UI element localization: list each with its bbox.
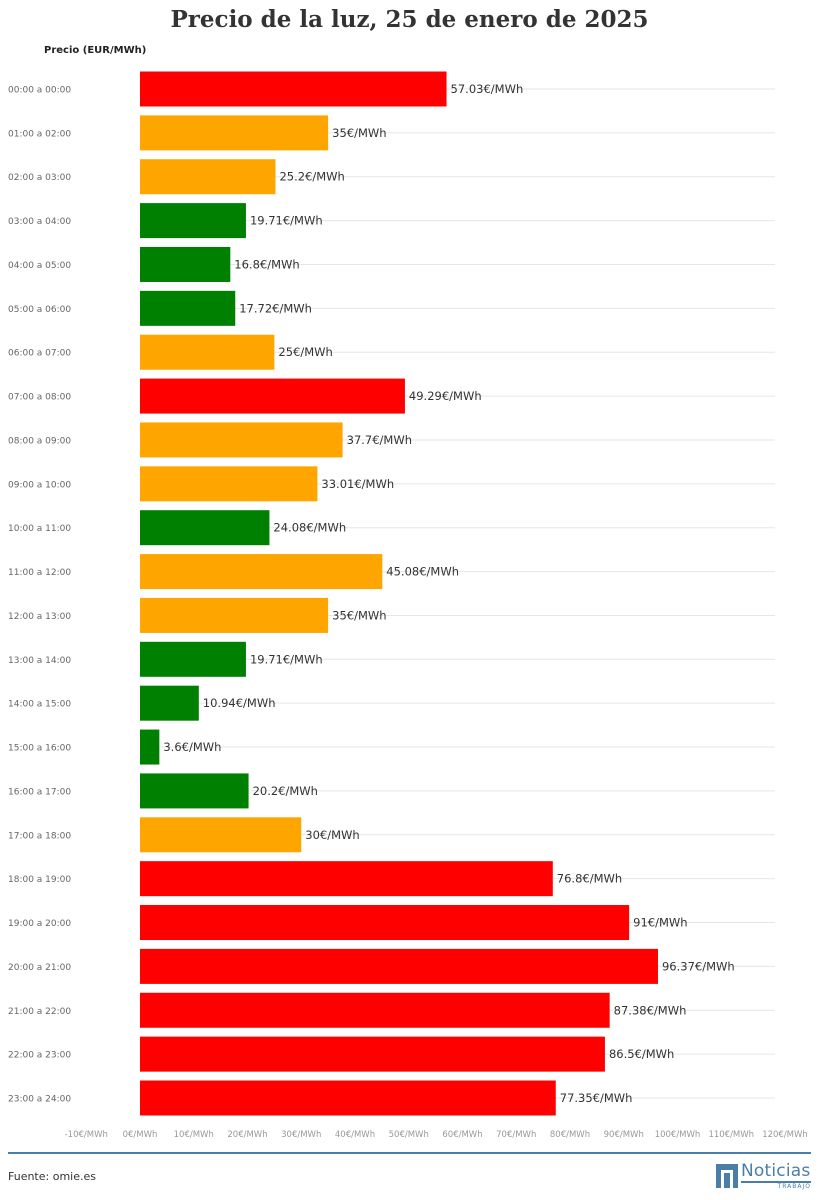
bar <box>140 1080 556 1116</box>
x-tick-label: 60€/MWh <box>442 1130 482 1140</box>
bar <box>140 203 246 239</box>
category-label: 22:00 a 23:00 <box>8 1051 71 1061</box>
category-label: 04:00 a 05:00 <box>8 261 71 271</box>
x-tick-label: 0€/MWh <box>123 1130 158 1140</box>
data-label: 91€/MWh <box>633 916 687 930</box>
data-label: 37.7€/MWh <box>347 433 412 447</box>
category-label: 01:00 a 02:00 <box>8 129 71 139</box>
y-axis-label: Precio (EUR/MWh) <box>44 45 147 56</box>
source-note: Fuente: omie.es <box>8 1170 96 1183</box>
category-label: 15:00 a 16:00 <box>8 744 71 754</box>
bar <box>140 115 329 151</box>
data-label: 24.08€/MWh <box>273 521 346 535</box>
bar <box>140 685 199 721</box>
x-tick-label: 10€/MWh <box>174 1130 214 1140</box>
category-label: 00:00 a 00:00 <box>8 86 71 96</box>
category-label: 03:00 a 04:00 <box>8 217 71 227</box>
bar <box>140 1036 605 1072</box>
bar <box>140 334 275 370</box>
data-label: 96.37€/MWh <box>662 959 735 973</box>
bar <box>140 466 318 502</box>
data-label: 87.38€/MWh <box>614 1003 687 1017</box>
data-label: 10.94€/MWh <box>203 696 276 710</box>
data-label: 45.08€/MWh <box>386 565 459 579</box>
category-label: 23:00 a 24:00 <box>8 1095 71 1105</box>
logo-mark-icon <box>716 1164 738 1188</box>
data-label: 25€/MWh <box>278 345 332 359</box>
data-label: 77.35€/MWh <box>560 1091 633 1105</box>
x-tick-label: 120€/MWh <box>762 1130 808 1140</box>
x-tick-label: 40€/MWh <box>335 1130 375 1140</box>
data-label: 33.01€/MWh <box>321 477 394 491</box>
brand-logo: Noticias TRABAJO <box>716 1161 812 1191</box>
category-label: 07:00 a 08:00 <box>8 393 71 403</box>
x-tick-label: 20€/MWh <box>227 1130 267 1140</box>
bar <box>140 246 231 282</box>
bar <box>140 422 343 458</box>
bar <box>140 641 246 677</box>
bar <box>140 729 160 765</box>
data-label: 25.2€/MWh <box>279 170 344 184</box>
bar <box>140 817 302 853</box>
data-label: 19.71€/MWh <box>250 652 323 666</box>
bar <box>140 773 249 809</box>
data-label: 20.2€/MWh <box>253 784 318 798</box>
chart-title: Precio de la luz, 25 de enero de 2025 <box>170 6 649 33</box>
category-label: 05:00 a 06:00 <box>8 305 71 315</box>
bar <box>140 71 447 107</box>
x-tick-label: 80€/MWh <box>550 1130 590 1140</box>
category-label: 02:00 a 03:00 <box>8 173 71 183</box>
bar <box>140 597 329 633</box>
data-label: 76.8€/MWh <box>557 872 622 886</box>
category-label: 18:00 a 19:00 <box>8 875 71 885</box>
category-label: 08:00 a 09:00 <box>8 436 71 446</box>
data-label: 17.72€/MWh <box>239 301 312 315</box>
data-label: 19.71€/MWh <box>250 214 323 228</box>
logo-name: Noticias <box>741 1161 811 1181</box>
data-label: 35€/MWh <box>332 126 386 140</box>
logo-subtitle: TRABAJO <box>741 1181 811 1191</box>
footer-divider <box>8 1152 811 1154</box>
category-label: 16:00 a 17:00 <box>8 787 71 797</box>
x-tick-label: 30€/MWh <box>281 1130 321 1140</box>
bar <box>140 948 658 984</box>
bar <box>140 554 383 590</box>
bar <box>140 905 630 941</box>
category-label: 09:00 a 10:00 <box>8 480 71 490</box>
category-label: 14:00 a 15:00 <box>8 700 71 710</box>
category-label: 21:00 a 22:00 <box>8 1007 71 1017</box>
x-tick-label: 50€/MWh <box>389 1130 429 1140</box>
bar <box>140 510 270 546</box>
data-label: 57.03€/MWh <box>451 82 524 96</box>
bar <box>140 159 276 195</box>
x-tick-label: -10€/MWh <box>65 1130 108 1140</box>
x-tick-label: 90€/MWh <box>604 1130 644 1140</box>
data-label: 30€/MWh <box>305 828 359 842</box>
data-label: 86.5€/MWh <box>609 1047 674 1061</box>
x-tick-label: 110€/MWh <box>708 1130 754 1140</box>
category-label: 19:00 a 20:00 <box>8 919 71 929</box>
bar-chart: 00:00 a 00:00 57.03€/MWh 01:00 a 02:00 35€/… <box>8 71 808 1140</box>
bar <box>140 378 405 414</box>
category-label: 17:00 a 18:00 <box>8 831 71 841</box>
data-label: 35€/MWh <box>332 608 386 622</box>
bar <box>140 992 610 1028</box>
data-label: 49.29€/MWh <box>409 389 482 403</box>
category-label: 06:00 a 07:00 <box>8 349 71 359</box>
x-tick-label: 70€/MWh <box>496 1130 536 1140</box>
data-label: 16.8€/MWh <box>234 257 299 271</box>
x-tick-label: 100€/MWh <box>655 1130 701 1140</box>
data-label: 3.6€/MWh <box>163 740 221 754</box>
category-label: 20:00 a 21:00 <box>8 963 71 973</box>
category-label: 11:00 a 12:00 <box>8 568 71 578</box>
bar <box>140 861 553 897</box>
category-label: 12:00 a 13:00 <box>8 612 71 622</box>
bar <box>140 290 236 326</box>
category-label: 10:00 a 11:00 <box>8 524 71 534</box>
category-label: 13:00 a 14:00 <box>8 656 71 666</box>
